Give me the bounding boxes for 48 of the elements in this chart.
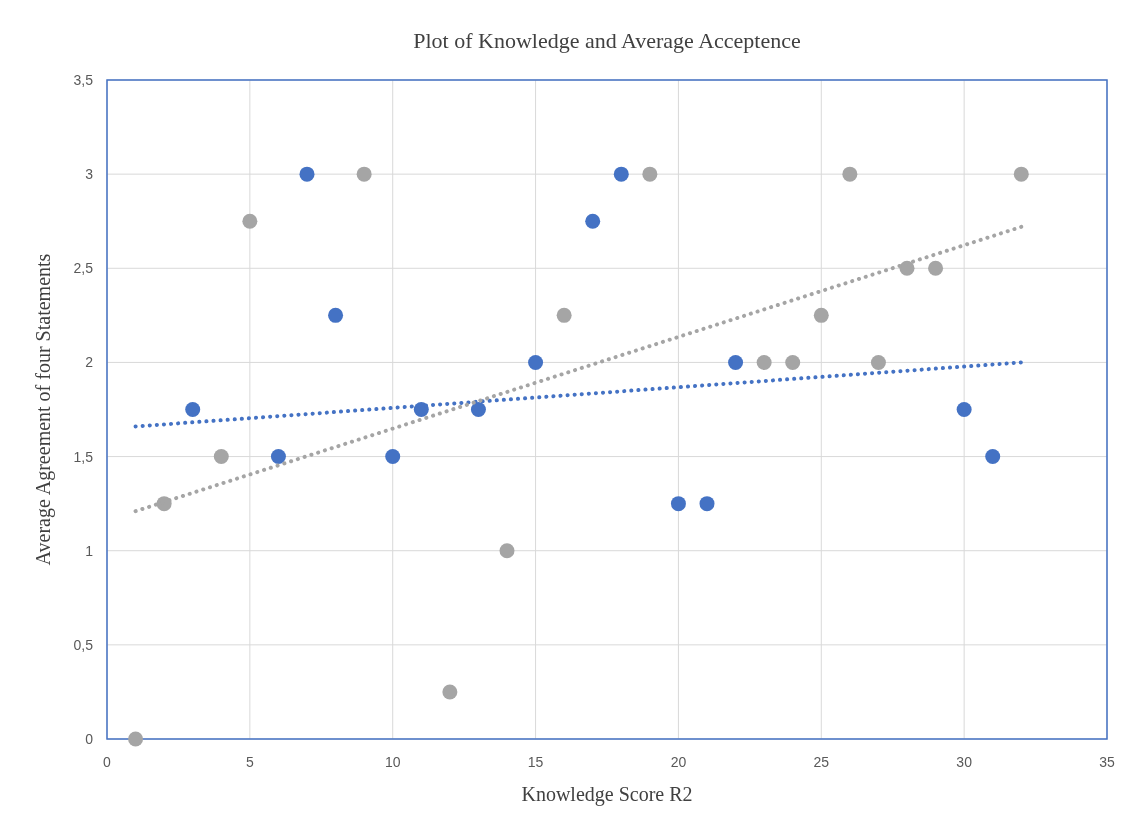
point bbox=[128, 731, 144, 747]
chart-title: Plot of Knowledge and Average Acceptence bbox=[413, 28, 801, 53]
point bbox=[699, 496, 715, 512]
point bbox=[585, 213, 601, 229]
point bbox=[213, 449, 229, 465]
x-tick-label: 25 bbox=[813, 754, 830, 770]
point bbox=[270, 449, 286, 465]
point bbox=[499, 543, 515, 559]
point bbox=[613, 166, 629, 182]
point bbox=[299, 166, 315, 182]
point bbox=[185, 402, 201, 417]
point bbox=[728, 354, 744, 370]
y-tick-label: 3,5 bbox=[73, 72, 94, 88]
point bbox=[242, 213, 258, 229]
point bbox=[328, 307, 344, 323]
point bbox=[785, 354, 801, 370]
x-axis-title: Knowledge Score R2 bbox=[521, 783, 693, 806]
point bbox=[756, 354, 772, 370]
point bbox=[385, 449, 401, 465]
point bbox=[1013, 166, 1029, 182]
point bbox=[442, 684, 458, 700]
y-tick-label: 3 bbox=[85, 166, 94, 183]
x-tick-label: 10 bbox=[384, 754, 401, 770]
y-tick-label: 1,5 bbox=[73, 448, 94, 465]
x-tick-label: 0 bbox=[103, 754, 112, 770]
point bbox=[870, 354, 886, 370]
point bbox=[956, 402, 972, 417]
x-tick-label: 20 bbox=[670, 754, 687, 770]
y-axis-title: Average Agreement of four Statements bbox=[32, 253, 55, 566]
point bbox=[470, 402, 486, 417]
point bbox=[556, 307, 572, 323]
y-tick-label: 2,5 bbox=[73, 260, 94, 277]
point bbox=[528, 354, 544, 370]
point bbox=[642, 166, 658, 182]
x-tick-label: 5 bbox=[245, 754, 254, 770]
y-tick-label: 2 bbox=[85, 354, 94, 371]
y-tick-label: 1 bbox=[85, 542, 94, 559]
x-tick-label: 15 bbox=[527, 754, 544, 770]
point bbox=[928, 260, 944, 276]
point bbox=[842, 166, 858, 182]
x-tick-label: 35 bbox=[1099, 754, 1115, 770]
point bbox=[813, 307, 829, 323]
x-tick-label: 30 bbox=[956, 754, 973, 770]
y-tick-label: 0,5 bbox=[73, 636, 94, 653]
y-tick-label: 0 bbox=[85, 731, 94, 747]
point bbox=[985, 449, 1001, 465]
point bbox=[670, 496, 686, 512]
point bbox=[356, 166, 372, 182]
